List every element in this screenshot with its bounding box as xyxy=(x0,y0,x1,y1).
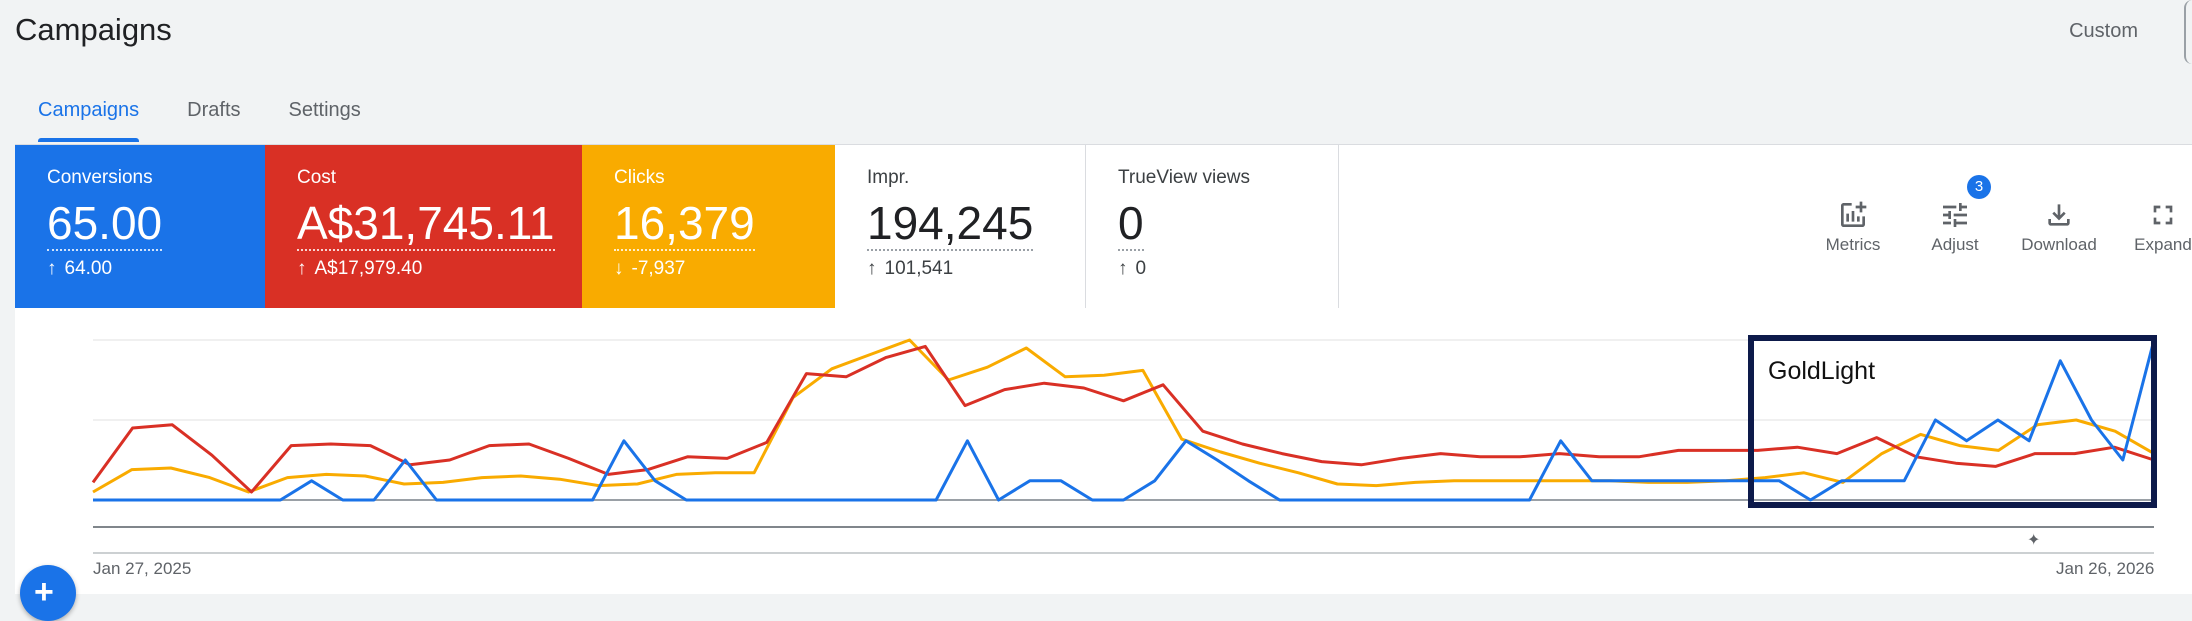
x-axis-start-label: Jan 27, 2025 xyxy=(93,559,192,578)
metric-value: A$31,745.11 xyxy=(297,197,555,251)
metric-delta-value: 64.00 xyxy=(64,258,113,279)
download-button-label: Download xyxy=(2021,235,2097,254)
metric-card-trueview-views[interactable]: TrueView views 0 ↑ 0 xyxy=(1086,145,1339,308)
arrow-up-icon: ↑ xyxy=(47,258,57,279)
metric-value: 0 xyxy=(1118,197,1144,251)
create-fab-button[interactable]: + xyxy=(20,565,76,621)
metrics-button[interactable]: Metrics xyxy=(1803,195,1903,255)
metric-label: Impr. xyxy=(867,167,910,188)
download-button[interactable]: Download xyxy=(2009,195,2109,255)
tab-drafts[interactable]: Drafts xyxy=(187,99,241,121)
chart-series xyxy=(91,338,2156,502)
arrow-up-icon: ↑ xyxy=(867,258,877,279)
expand-button[interactable]: Expand xyxy=(2113,195,2192,255)
metric-value: 65.00 xyxy=(47,197,163,251)
metric-delta: ↑ 101,541 xyxy=(867,258,1085,280)
metric-delta: ↑ A$17,979.40 xyxy=(297,258,582,280)
adjust-count-badge: 3 xyxy=(1967,175,1991,199)
expand-button-label: Expand xyxy=(2134,235,2192,254)
tune-icon: 3 xyxy=(1905,175,2005,235)
plus-icon: + xyxy=(34,573,54,611)
arrow-down-icon: ↓ xyxy=(614,258,624,279)
metric-delta-value: 101,541 xyxy=(884,258,954,279)
metric-delta-value: A$17,979.40 xyxy=(314,258,423,279)
adjust-button[interactable]: 3 Adjust xyxy=(1905,175,2005,255)
metric-label: Clicks xyxy=(614,167,665,188)
metric-label: TrueView views xyxy=(1118,167,1250,188)
metric-delta: ↑ 0 xyxy=(1118,258,1338,280)
page-title: Campaigns xyxy=(15,12,172,47)
metric-card-cost[interactable]: Cost A$31,745.11 ↑ A$17,979.40 xyxy=(265,145,582,308)
metric-value: 194,245 xyxy=(867,197,1034,251)
tab-bar: Campaigns Drafts Settings xyxy=(14,84,385,144)
adjust-button-label: Adjust xyxy=(1931,235,1979,254)
series-line-cost xyxy=(91,344,2155,494)
date-range-dropdown-edge[interactable] xyxy=(2184,0,2192,64)
metrics-button-label: Metrics xyxy=(1825,235,1881,254)
x-axis-end-label: Jan 26, 2026 xyxy=(2056,559,2155,578)
add-chart-icon xyxy=(1803,195,1903,235)
fullscreen-icon xyxy=(2113,195,2192,235)
date-range-selector[interactable]: Custom xyxy=(2069,20,2138,42)
metric-label: Cost xyxy=(297,167,337,188)
metric-delta: ↑ 64.00 xyxy=(47,258,265,280)
tab-settings[interactable]: Settings xyxy=(288,99,361,121)
goldlight-annotation-label: GoldLight xyxy=(1768,357,1876,385)
metric-label: Conversions xyxy=(47,167,153,188)
series-line-clicks xyxy=(92,338,2155,494)
metric-delta: ↓ -7,937 xyxy=(614,258,835,280)
metric-card-impressions[interactable]: Impr. 194,245 ↑ 101,541 xyxy=(835,145,1086,308)
performance-line-chart[interactable]: ✦ xyxy=(0,0,2192,594)
metric-card-conversions[interactable]: Conversions 65.00 ↑ 64.00 xyxy=(15,145,265,308)
metric-value: 16,379 xyxy=(614,197,755,251)
metric-delta-value: 0 xyxy=(1135,258,1147,279)
series-line-conversions xyxy=(93,339,2156,502)
arrow-up-icon: ↑ xyxy=(297,258,307,279)
arrow-up-icon: ↑ xyxy=(1118,258,1128,279)
download-icon xyxy=(2009,195,2109,235)
metric-card-clicks[interactable]: Clicks 16,379 ↓ -7,937 xyxy=(582,145,835,308)
goldlight-annotation-box xyxy=(1748,335,2157,508)
tab-campaigns[interactable]: Campaigns xyxy=(14,84,163,144)
metric-delta-value: -7,937 xyxy=(631,258,686,279)
sparkle-icon: ✦ xyxy=(2027,530,2040,549)
